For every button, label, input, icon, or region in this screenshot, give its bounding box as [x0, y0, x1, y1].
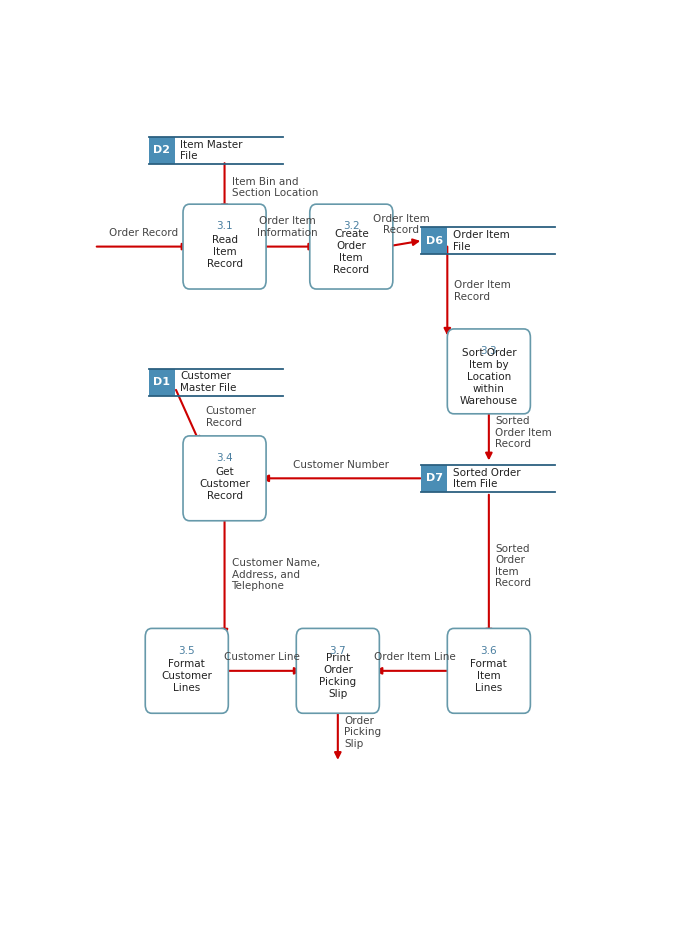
Text: Item Master
File: Item Master File — [180, 140, 243, 161]
FancyBboxPatch shape — [448, 329, 530, 414]
FancyBboxPatch shape — [183, 204, 266, 289]
Text: D1: D1 — [154, 377, 171, 387]
Text: Order Item
Information: Order Item Information — [258, 217, 318, 238]
FancyBboxPatch shape — [422, 228, 448, 255]
Text: D6: D6 — [426, 236, 443, 246]
Text: Print
Order
Picking
Slip: Print Order Picking Slip — [319, 653, 356, 699]
FancyBboxPatch shape — [448, 629, 530, 713]
FancyBboxPatch shape — [422, 465, 448, 492]
Text: Create
Order
Item
Record: Create Order Item Record — [333, 229, 370, 275]
FancyBboxPatch shape — [310, 204, 393, 289]
FancyBboxPatch shape — [296, 629, 379, 713]
Text: 3.3: 3.3 — [480, 346, 497, 357]
Text: Order Item
Record: Order Item Record — [454, 280, 511, 302]
Text: Sorted
Order Item
Record: Sorted Order Item Record — [496, 416, 552, 449]
Text: Item Bin and
Section Location: Item Bin and Section Location — [232, 177, 318, 198]
Text: D2: D2 — [154, 145, 171, 156]
Text: 3.7: 3.7 — [329, 645, 346, 656]
Text: 3.4: 3.4 — [216, 453, 233, 463]
Text: Order Item
Record: Order Item Record — [373, 214, 430, 235]
Text: Sorted
Order
Item
Record: Sorted Order Item Record — [496, 544, 531, 588]
Text: 3.6: 3.6 — [480, 645, 497, 656]
Text: Read
Item
Record: Read Item Record — [207, 235, 242, 269]
FancyBboxPatch shape — [149, 369, 175, 395]
Text: 3.1: 3.1 — [216, 221, 233, 232]
Text: Order Record: Order Record — [109, 228, 178, 238]
Text: Order Item
File: Order Item File — [452, 230, 509, 252]
FancyBboxPatch shape — [149, 137, 175, 164]
Text: D7: D7 — [426, 473, 443, 483]
Text: 3.2: 3.2 — [343, 221, 360, 232]
Text: Customer Name,
Address, and
Telephone: Customer Name, Address, and Telephone — [232, 558, 319, 591]
FancyBboxPatch shape — [183, 436, 266, 520]
Text: Get
Customer
Record: Get Customer Record — [199, 467, 250, 501]
Text: Customer Line: Customer Line — [224, 652, 300, 662]
Text: Customer
Record: Customer Record — [206, 407, 257, 428]
Text: Order
Picking
Slip: Order Picking Slip — [345, 716, 381, 749]
Text: Order Item Line: Order Item Line — [374, 652, 455, 662]
Text: Format
Customer
Lines: Format Customer Lines — [161, 659, 212, 694]
Text: Sort Order
Item by
Location
within
Warehouse: Sort Order Item by Location within Wareh… — [460, 348, 518, 406]
Text: Customer Number: Customer Number — [292, 460, 388, 469]
Text: Format
Item
Lines: Format Item Lines — [470, 659, 507, 694]
FancyBboxPatch shape — [145, 629, 228, 713]
Text: Sorted Order
Item File: Sorted Order Item File — [452, 468, 521, 489]
Text: 3.5: 3.5 — [178, 645, 195, 656]
Text: Customer
Master File: Customer Master File — [180, 371, 237, 393]
